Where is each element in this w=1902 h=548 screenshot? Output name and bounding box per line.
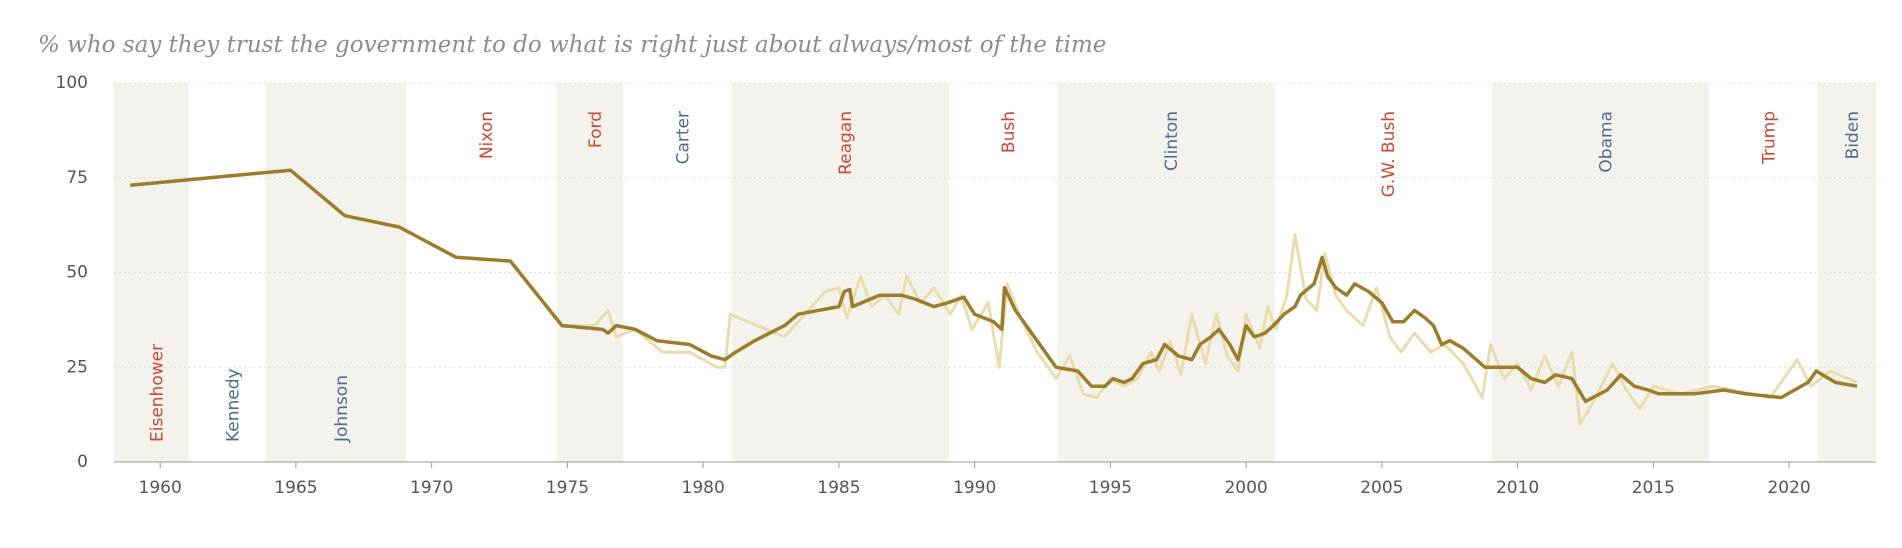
president-label: Carter bbox=[673, 111, 693, 164]
x-tick-label: 2000 bbox=[1224, 478, 1267, 498]
president-label: Kennedy bbox=[223, 368, 243, 442]
president-label: Johnson bbox=[332, 375, 352, 443]
term-band bbox=[114, 83, 189, 462]
president-label: Reagan bbox=[836, 111, 856, 175]
president-label: Trump bbox=[1759, 111, 1779, 165]
president-label: G.W. Bush bbox=[1379, 111, 1399, 197]
x-tick-label: 1970 bbox=[410, 478, 453, 498]
y-tick-label: 100 bbox=[56, 73, 88, 93]
x-tick-label: 1960 bbox=[139, 478, 182, 498]
term-band bbox=[1057, 83, 1275, 462]
x-tick-label: 1995 bbox=[1089, 478, 1132, 498]
x-tick-label: 1980 bbox=[682, 478, 725, 498]
x-tick-label: 1990 bbox=[953, 478, 996, 498]
president-label: Bush bbox=[999, 111, 1019, 153]
trend-line bbox=[130, 168, 1858, 404]
president-label: Obama bbox=[1596, 111, 1616, 173]
chart-title: % who say they trust the government to d… bbox=[38, 32, 1106, 58]
president-label: Clinton bbox=[1162, 111, 1182, 171]
president-label: Nixon bbox=[477, 111, 497, 159]
x-tick-label: 2020 bbox=[1767, 478, 1810, 498]
y-tick-label: 0 bbox=[77, 452, 88, 472]
y-tick-label: 50 bbox=[66, 263, 88, 283]
y-tick-label: 25 bbox=[66, 357, 88, 377]
y-tick-label: 75 bbox=[66, 168, 88, 188]
president-label: Biden bbox=[1843, 111, 1863, 159]
x-tick-label: 1975 bbox=[546, 478, 589, 498]
x-tick-label: 1965 bbox=[274, 478, 317, 498]
term-band bbox=[1817, 83, 1876, 462]
x-tick-label: 1985 bbox=[817, 478, 860, 498]
trend-line bbox=[130, 168, 1858, 426]
president-label: Ford bbox=[586, 111, 606, 148]
x-tick-label: 2010 bbox=[1496, 478, 1539, 498]
x-tick-label: 2015 bbox=[1632, 478, 1675, 498]
president-label: Eisenhower bbox=[147, 344, 167, 442]
x-tick-label: 2005 bbox=[1360, 478, 1403, 498]
